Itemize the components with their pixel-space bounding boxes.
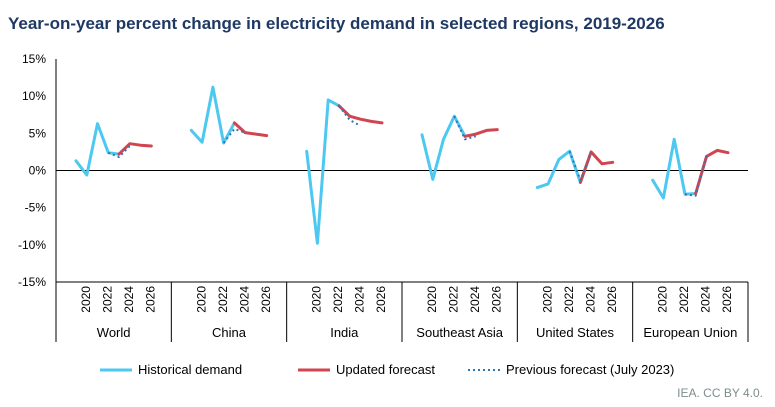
series-line-0 [189,85,236,145]
series-line-1 [463,128,499,138]
x-tick-label: 2026 [259,286,273,313]
chart-title: Year-on-year percent change in electrici… [8,14,665,33]
series-line-1 [232,121,269,138]
x-tick-label: 2022 [331,286,345,313]
series-line-2 [338,105,361,127]
x-tick-label: 2024 [468,286,482,313]
group-label: India [330,325,359,340]
x-tick-label: 2022 [677,286,691,313]
x-tick-label: 2022 [562,286,576,313]
x-tick-label: 2020 [656,286,670,313]
legend-label: Updated forecast [336,362,435,377]
series-line-2 [568,150,593,182]
x-tick-label: 2020 [79,286,93,313]
credit-text: IEA. CC BY 4.0. [677,386,763,400]
series-line-0 [535,149,582,190]
x-tick-label: 2022 [100,286,114,313]
group-label: European Union [643,325,737,340]
x-tick-label: 2020 [540,286,554,313]
legend-label: Historical demand [138,362,242,377]
x-tick-label: 2026 [490,286,504,313]
series-line-1 [578,150,615,184]
x-tick-label: 2026 [374,286,388,313]
group-label: China [212,325,247,340]
series-line-1 [337,104,384,125]
y-tick-label: 0% [29,164,47,178]
x-tick-label: 2024 [122,286,136,313]
group-label: United States [536,325,615,340]
x-tick-label: 2026 [605,286,619,313]
y-tick-label: 10% [22,89,46,103]
series-line-0 [651,137,698,200]
series-line-0 [305,98,341,245]
group-label: World [97,325,131,340]
y-tick-label: 15% [22,52,46,66]
x-tick-label: 2024 [583,286,597,313]
x-tick-label: 2022 [446,286,460,313]
series-line-2 [684,155,708,197]
group-label: Southeast Asia [416,325,503,340]
x-tick-label: 2020 [194,286,208,313]
x-tick-label: 2022 [216,286,230,313]
series-line-0 [420,114,467,181]
x-tick-label: 2020 [425,286,439,313]
series-line-2 [453,115,477,141]
y-tick-label: -5% [25,201,47,215]
y-tick-label: -10% [18,238,46,252]
x-tick-label: 2026 [144,286,158,313]
x-tick-label: 2024 [699,286,713,313]
series-line-1 [117,142,153,156]
series-line-2 [107,145,131,159]
y-tick-label: -15% [18,275,46,289]
legend-label: Previous forecast (July 2023) [506,362,674,377]
y-tick-label: 5% [29,126,47,140]
x-tick-label: 2020 [310,286,324,313]
x-tick-label: 2026 [720,286,734,313]
series-line-0 [74,122,121,177]
series-line-1 [694,148,730,195]
x-tick-label: 2024 [237,286,251,313]
x-tick-label: 2024 [353,286,367,313]
series-line-2 [222,127,246,144]
